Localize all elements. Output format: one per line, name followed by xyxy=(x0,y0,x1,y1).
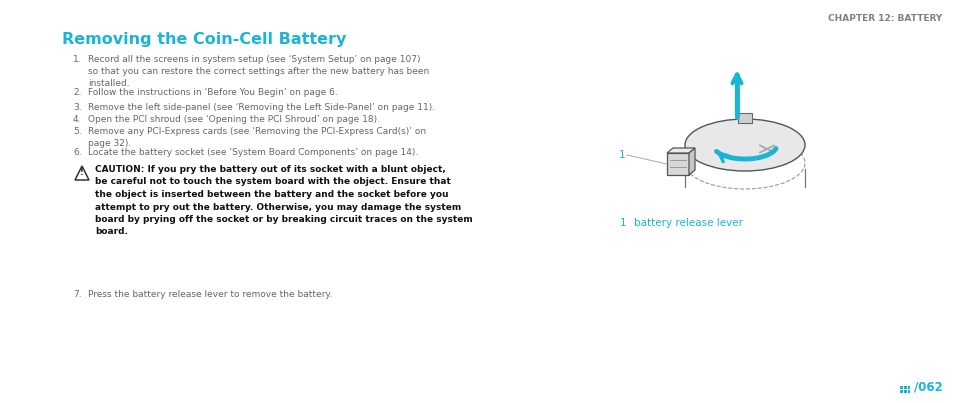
Text: !: ! xyxy=(80,168,84,177)
Polygon shape xyxy=(666,153,688,175)
Text: 7.: 7. xyxy=(73,290,82,299)
Polygon shape xyxy=(738,113,751,123)
Text: Remove the left side-panel (see ‘Removing the Left Side-Panel’ on page 11).: Remove the left side-panel (see ‘Removin… xyxy=(88,103,435,112)
Text: CAUTION: If you pry the battery out of its socket with a blunt object,
be carefu: CAUTION: If you pry the battery out of i… xyxy=(95,165,473,237)
Text: Open the PCI shroud (see ‘Opening the PCI Shroud’ on page 18).: Open the PCI shroud (see ‘Opening the PC… xyxy=(88,115,379,124)
Text: 5.: 5. xyxy=(73,127,82,136)
Text: 1: 1 xyxy=(618,150,624,160)
Polygon shape xyxy=(666,148,695,153)
Text: 3.: 3. xyxy=(73,103,82,112)
Text: /062: /062 xyxy=(913,380,942,393)
Text: CHAPTER 12: BATTERY: CHAPTER 12: BATTERY xyxy=(827,14,941,23)
Text: 6.: 6. xyxy=(73,148,82,157)
Bar xyxy=(902,390,905,393)
Bar xyxy=(906,390,909,393)
Text: Follow the instructions in ‘Before You Begin’ on page 6.: Follow the instructions in ‘Before You B… xyxy=(88,88,337,97)
Text: Locate the battery socket (see ‘System Board Components’ on page 14).: Locate the battery socket (see ‘System B… xyxy=(88,148,417,157)
Bar xyxy=(899,386,902,389)
Text: Press the battery release lever to remove the battery.: Press the battery release lever to remov… xyxy=(88,290,332,299)
Polygon shape xyxy=(688,148,695,175)
Bar xyxy=(902,386,905,389)
Bar xyxy=(899,390,902,393)
Bar xyxy=(906,386,909,389)
Text: 2.: 2. xyxy=(73,88,81,97)
Text: Record all the screens in system setup (see ‘System Setup’ on page 107)
so that : Record all the screens in system setup (… xyxy=(88,55,429,88)
Text: battery release lever: battery release lever xyxy=(634,218,742,228)
Text: Remove any PCI-Express cards (see ‘Removing the PCI-Express Card(s)’ on
page 32): Remove any PCI-Express cards (see ‘Remov… xyxy=(88,127,426,148)
Text: 1: 1 xyxy=(619,218,626,228)
Ellipse shape xyxy=(684,119,804,171)
Text: 4.: 4. xyxy=(73,115,81,124)
Text: 1.: 1. xyxy=(73,55,82,64)
Text: Removing the Coin-Cell Battery: Removing the Coin-Cell Battery xyxy=(62,32,346,47)
